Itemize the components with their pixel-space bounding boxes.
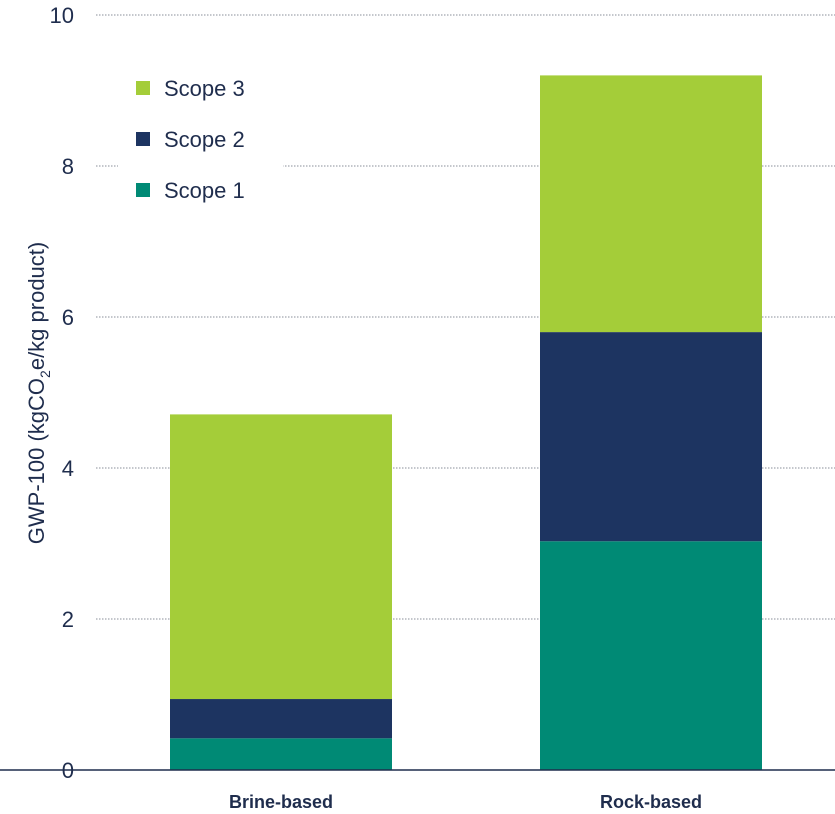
bar-rock-based-scope-2 xyxy=(540,332,762,542)
y-axis-title-rest: e/kg product) xyxy=(24,242,49,370)
bar-rock-based-scope-3 xyxy=(540,75,762,333)
y-tick-label-6: 6 xyxy=(62,305,74,330)
legend-label-scope-2: Scope 2 xyxy=(164,127,245,152)
bar-layer xyxy=(170,75,762,770)
y-axis-title: GWP-100 (kgCO2e/kg product) xyxy=(24,242,53,544)
y-axis-title-main: GWP-100 (kgCO xyxy=(24,378,49,544)
y-axis-title-subscript: 2 xyxy=(37,370,53,378)
legend-label-scope-3: Scope 3 xyxy=(164,76,245,101)
legend-swatch-scope-1 xyxy=(136,183,150,197)
x-tick-label-rock-based: Rock-based xyxy=(600,792,702,812)
legend-label-scope-1: Scope 1 xyxy=(164,178,245,203)
bar-rock-based-scope-1 xyxy=(540,541,762,770)
y-tick-label-4: 4 xyxy=(62,456,74,481)
legend-swatch-scope-3 xyxy=(136,81,150,95)
y-tick-label-8: 8 xyxy=(62,154,74,179)
y-tick-label-10: 10 xyxy=(50,3,74,28)
legend: Scope 3 Scope 2 Scope 1 xyxy=(118,60,283,210)
bar-brine-based-scope-2 xyxy=(170,699,392,739)
bar-brine-based-scope-3 xyxy=(170,414,392,700)
y-tick-label-2: 2 xyxy=(62,607,74,632)
bar-brine-based-scope-1 xyxy=(170,738,392,770)
x-tick-label-brine-based: Brine-based xyxy=(229,792,333,812)
legend-swatch-scope-2 xyxy=(136,132,150,146)
